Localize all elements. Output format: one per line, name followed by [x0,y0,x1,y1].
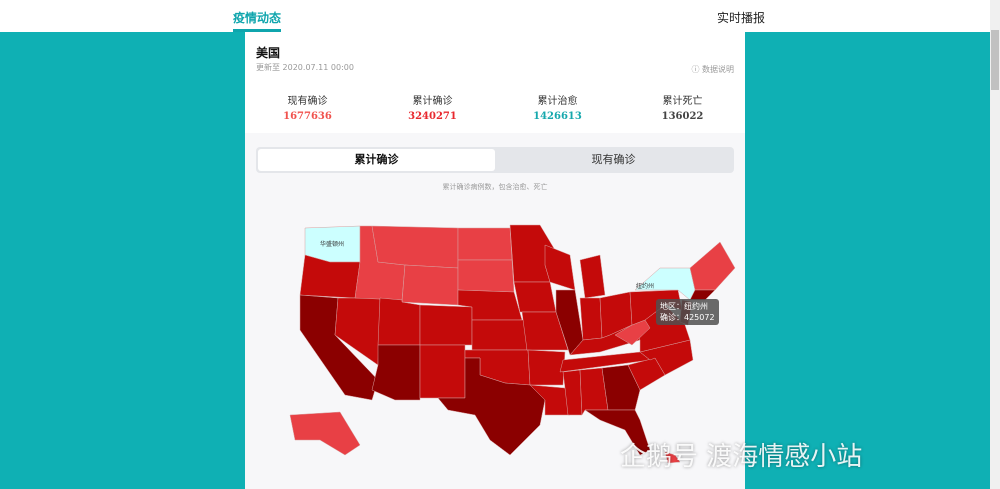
state-az[interactable] [371,344,421,401]
stat-current: 现有确诊 1677636 [245,92,370,122]
state-ia[interactable] [513,281,557,313]
tooltip-count: 425072 [684,313,715,322]
tooltip-region-label: 地区： [660,302,684,311]
watermark: 企鹅号 渡海情感小站 [620,442,863,472]
label-new-york: 纽约州 [636,283,655,290]
stat-total: 累计确诊 3240271 [370,92,495,122]
stat-value: 1426613 [533,111,582,122]
state-mi[interactable] [579,254,606,299]
state-tx[interactable] [437,357,546,456]
state-nm[interactable] [419,344,466,399]
question-circle-icon: ⓘ [691,65,702,74]
data-note-link[interactable]: ⓘ 数据说明 [691,64,734,75]
stat-label: 累计死亡 [662,96,703,107]
state-hi[interactable] [664,451,681,464]
map-mode-toggle: 累计确诊 现有确诊 [256,147,734,173]
state-mt[interactable] [371,225,459,269]
state-wy[interactable] [401,264,459,306]
state-in[interactable] [579,297,603,341]
stat-recovered: 累计治愈 1426613 [495,92,620,122]
tooltip-region: 纽约州 [684,302,708,311]
tab-current-confirmed[interactable]: 现有确诊 [591,153,636,166]
stat-label: 累计确诊 [412,96,453,107]
tab-total-confirmed[interactable]: 累计确诊 [258,149,495,171]
state-ms[interactable] [562,369,583,416]
scrollbar[interactable] [990,0,1000,489]
stat-value: 3240271 [408,111,457,122]
state-la[interactable] [529,384,571,416]
state-nd[interactable] [457,227,513,261]
state-ne-states[interactable] [689,241,736,291]
country-title: 美国 [256,46,281,60]
stat-label: 现有确诊 [287,96,328,107]
tab-live[interactable]: 实时播报 [717,11,766,25]
state-co[interactable] [419,304,473,346]
state-ut[interactable] [377,297,421,346]
map-tooltip: 地区：纽约州 确诊：425072 [656,299,719,325]
state-sd[interactable] [457,259,515,293]
stat-value: 1677636 [283,111,332,122]
state-ar[interactable] [527,349,566,386]
state-fl[interactable] [584,409,651,456]
state-ak[interactable] [289,411,361,456]
top-nav: 疫情动态 实时播报 [0,0,990,32]
map-note: 累计确诊病例数，包含治愈、死亡 [442,183,548,191]
label-washington: 华盛顿州 [320,241,345,248]
state-wi[interactable] [544,244,576,291]
data-note-label: 数据说明 [702,65,734,74]
state-ga[interactable] [601,364,641,411]
state-ks[interactable] [471,319,528,351]
stat-value: 136022 [661,111,704,122]
stat-deaths: 累计死亡 136022 [620,92,745,122]
tab-epidemic[interactable]: 疫情动态 [233,11,282,32]
tooltip-count-label: 确诊： [660,313,684,322]
update-time: 更新至 2020.07.11 00:00 [256,63,354,72]
stat-label: 累计治愈 [537,96,578,107]
scrollbar-thumb[interactable] [991,30,999,90]
state-wv[interactable] [614,319,651,346]
state-mo[interactable] [521,311,569,351]
